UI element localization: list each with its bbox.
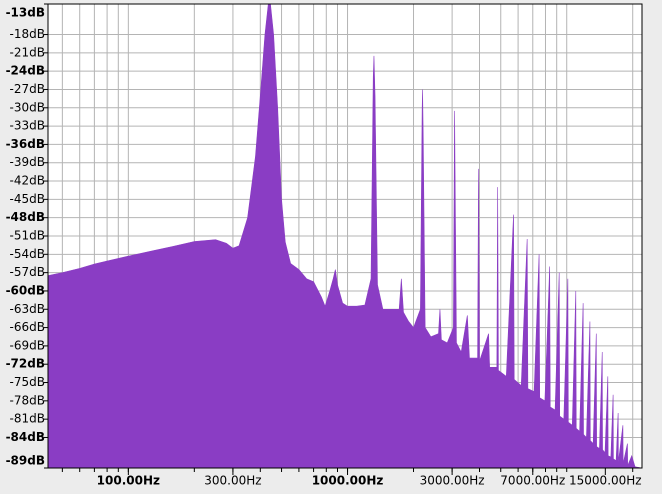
y-tick-label: -69dB (10, 338, 45, 352)
x-tick-label: 1000.00Hz (312, 474, 384, 488)
y-tick-label: -45dB (10, 192, 45, 206)
spectrum-area (47, 3, 643, 469)
y-tick-label: -63dB (10, 302, 45, 316)
x-tick-label: 15000.00Hz (569, 474, 642, 488)
y-tick-label: -72dB (6, 357, 45, 371)
y-tick-label: -18dB (10, 27, 45, 41)
y-tick-label: -21dB (10, 45, 45, 59)
y-tick-label: -51dB (10, 229, 45, 243)
y-tick-label: -75dB (10, 375, 45, 389)
x-tick-label: 7000.00Hz (500, 474, 565, 488)
x-tick-label: 300.00Hz (204, 474, 261, 488)
y-tick-label: -84dB (6, 430, 45, 444)
x-tick-label: 100.00Hz (97, 474, 160, 488)
x-tick-label: 3000.00Hz (420, 474, 485, 488)
y-tick-label: -60dB (6, 283, 45, 297)
y-tick-label: -36dB (6, 137, 45, 151)
y-tick-label: -57dB (10, 265, 45, 279)
y-tick-label: -54dB (10, 247, 45, 261)
y-tick-label: -24dB (6, 64, 45, 78)
y-tick-label: -81dB (10, 412, 45, 426)
y-tick-label: -33dB (10, 119, 45, 133)
y-tick-label: -42dB (10, 174, 45, 188)
y-tick-label: -78dB (10, 393, 45, 407)
y-tick-label: -89dB (6, 454, 45, 468)
y-tick-label: -39dB (10, 155, 45, 169)
y-tick-label: -48dB (6, 210, 45, 224)
y-tick-label: -66dB (10, 320, 45, 334)
y-tick-label: -27dB (10, 82, 45, 96)
y-tick-label: -13dB (6, 6, 45, 20)
y-tick-label: -30dB (10, 100, 45, 114)
